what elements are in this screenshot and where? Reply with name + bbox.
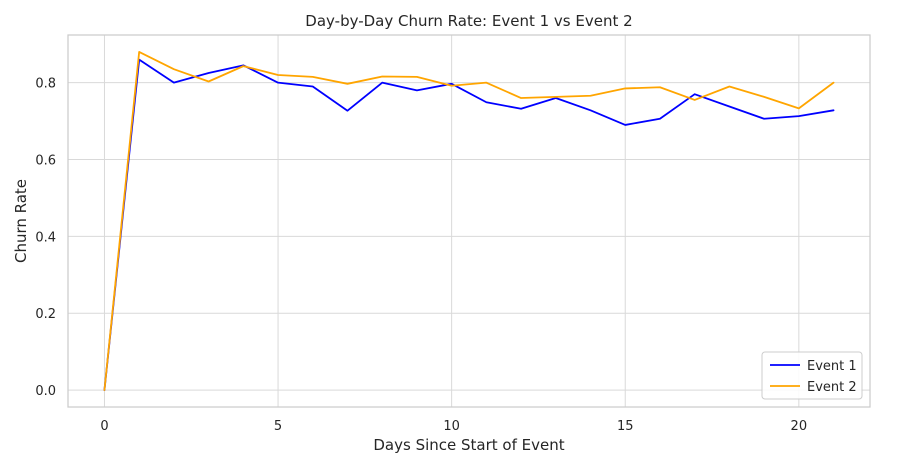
x-tick-label: 5	[274, 419, 282, 434]
y-tick-label: 0.0	[35, 384, 56, 399]
series-line-event-2	[103, 51, 835, 391]
y-axis-label: Churn Rate	[12, 179, 30, 263]
legend: Event 1 Event 2	[761, 351, 863, 400]
y-tick-label: 0.4	[35, 230, 56, 245]
x-axis-label: Days Since Start of Event	[373, 436, 564, 454]
chart-title: Day-by-Day Churn Rate: Event 1 vs Event …	[305, 12, 632, 30]
x-tick-label: 15	[617, 419, 634, 434]
y-tick-label: 0.2	[35, 307, 56, 322]
grid	[68, 35, 870, 407]
x-tick-label: 10	[443, 419, 460, 434]
x-tick-label: 0	[100, 419, 108, 434]
y-tick-label: 0.6	[35, 154, 56, 169]
series-lines	[103, 51, 835, 391]
legend-box	[761, 351, 863, 400]
plot-frame	[67, 34, 871, 408]
tick-labels: 0 5 10 15 20 0.0 0.2 0.4 0.6 0.8	[35, 77, 807, 434]
legend-label-event-2: Event 2	[807, 380, 857, 395]
y-tick-label: 0.8	[35, 77, 56, 92]
legend-label-event-1: Event 1	[807, 359, 857, 374]
x-tick-label: 20	[791, 419, 808, 434]
series-line-event-1	[103, 58, 835, 391]
